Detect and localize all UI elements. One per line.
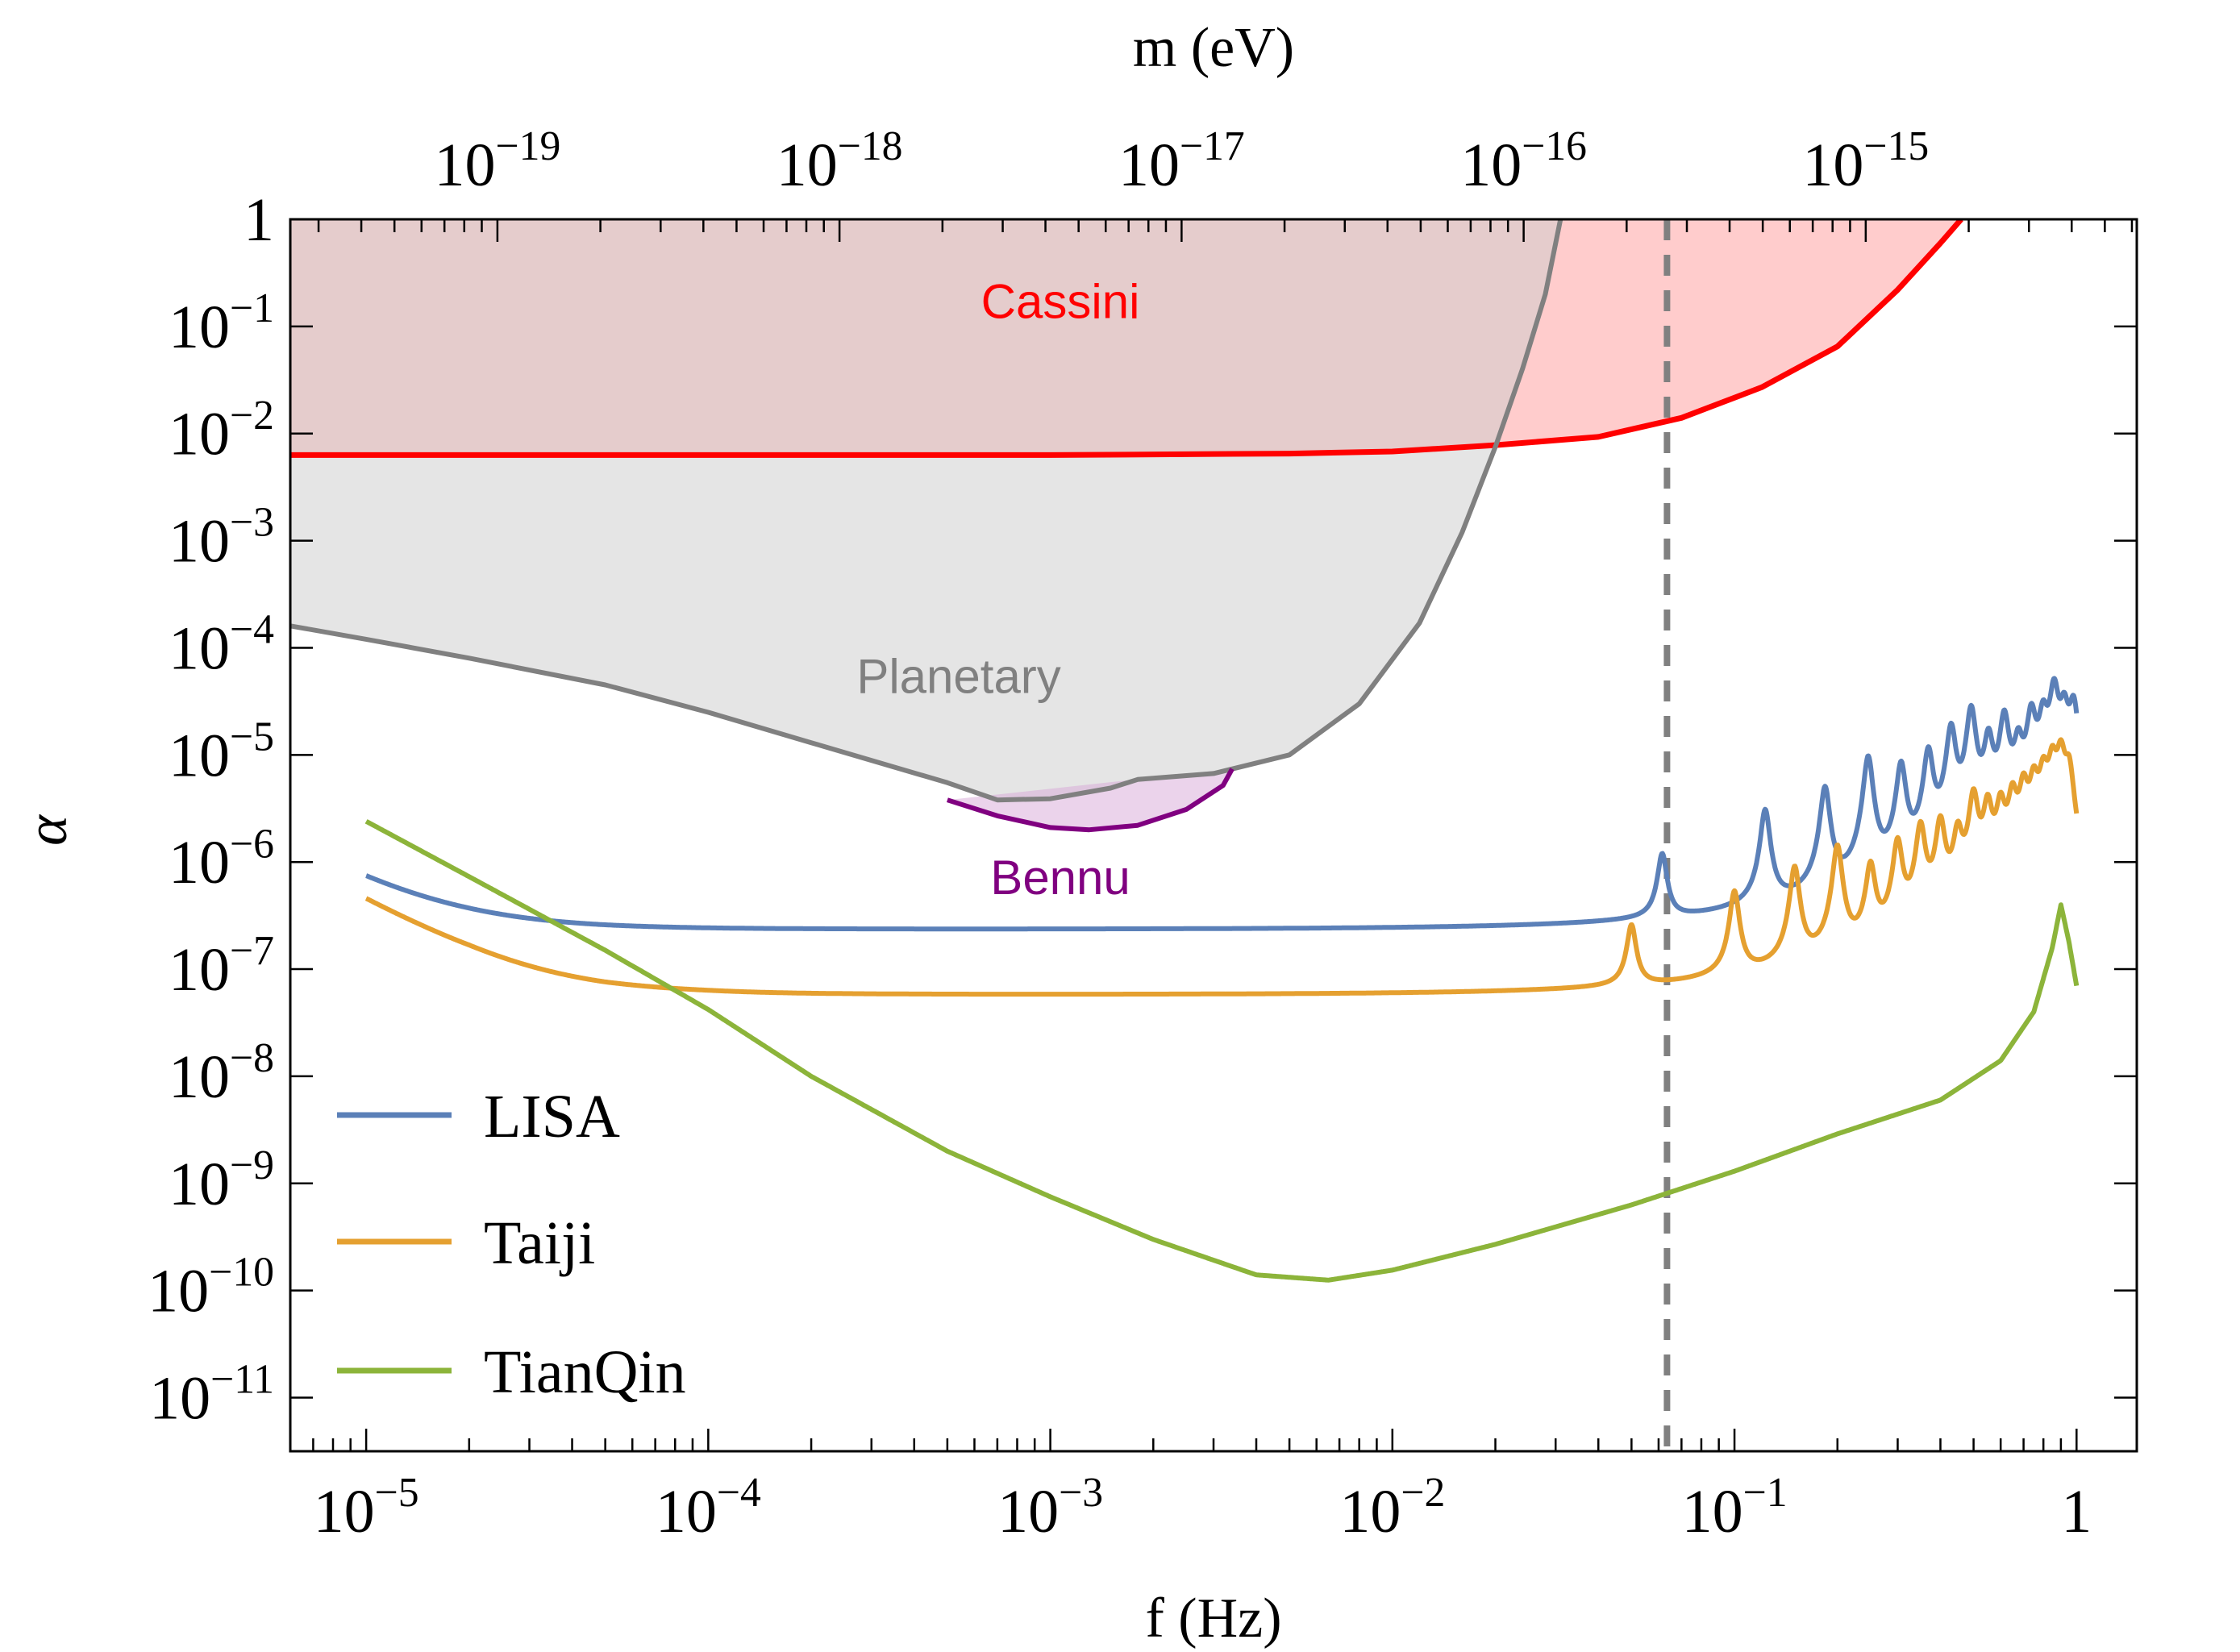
planetary-region-fill (290, 219, 1561, 801)
y-tick-label: 1 (244, 186, 274, 254)
legend: LISA Taiji TianQin (337, 1083, 686, 1406)
x-tick-label: 10−2 (1339, 1470, 1445, 1546)
planetary-boundary (290, 219, 1563, 803)
x-axis-title: f (Hz) (1145, 1588, 1281, 1650)
y-tick-label: 10−10 (148, 1250, 274, 1325)
axis-tick-labels: 10−5 10−4 10−3 10−2 10−1 110−19 10−18 10−17 10−1… (148, 123, 2092, 1546)
y-tick-label: 10−2 (169, 393, 274, 468)
tianqin-curve (364, 819, 2080, 1283)
top-x-tick-label: 10−19 (434, 123, 560, 199)
x-tick-label: 10−5 (314, 1470, 419, 1546)
taiji-legend-label: Taiji (484, 1209, 595, 1277)
y-tick-label: 10−9 (169, 1142, 274, 1218)
bennu-label: Bennu (990, 851, 1130, 905)
bennu-region-fill (947, 768, 1233, 830)
lisa-legend-label: LISA (484, 1083, 620, 1151)
y-tick-label: 10−4 (169, 607, 274, 683)
y-tick-label: 10−6 (169, 821, 274, 897)
y-axis-title: α (15, 814, 79, 846)
bennu-boundary (946, 768, 1234, 833)
region-labels: Cassini Planetary Bennu (856, 274, 1139, 905)
top-x-tick-label: 10−18 (777, 123, 903, 199)
cassini-label: Cassini (981, 274, 1140, 328)
top-x-tick-label: 10−16 (1460, 123, 1587, 199)
exclusion-regions (290, 219, 1963, 833)
axis-ticks (289, 218, 2137, 1451)
taiji-curve (364, 737, 2080, 997)
x-tick-label: 10−1 (1682, 1470, 1788, 1546)
tianqin-legend-label: TianQin (484, 1338, 686, 1406)
sensitivity-curves (364, 676, 2080, 1283)
y-tick-label: 10−1 (169, 285, 274, 361)
y-tick-label: 10−5 (169, 714, 274, 789)
y-tick-label: 10−8 (169, 1035, 274, 1111)
top-axis-title: m (eV) (1133, 17, 1294, 79)
y-tick-label: 10−11 (149, 1357, 274, 1433)
top-x-tick-label: 10−15 (1802, 123, 1929, 199)
x-tick-label: 1 (2061, 1478, 2092, 1546)
top-x-tick-label: 10−17 (1118, 123, 1245, 199)
y-tick-label: 10−7 (169, 928, 274, 1004)
x-tick-label: 10−4 (656, 1470, 761, 1546)
cassini-boundary (290, 219, 1963, 458)
planetary-label: Planetary (856, 649, 1060, 703)
y-tick-label: 10−3 (169, 500, 274, 576)
x-tick-label: 10−3 (997, 1470, 1103, 1546)
